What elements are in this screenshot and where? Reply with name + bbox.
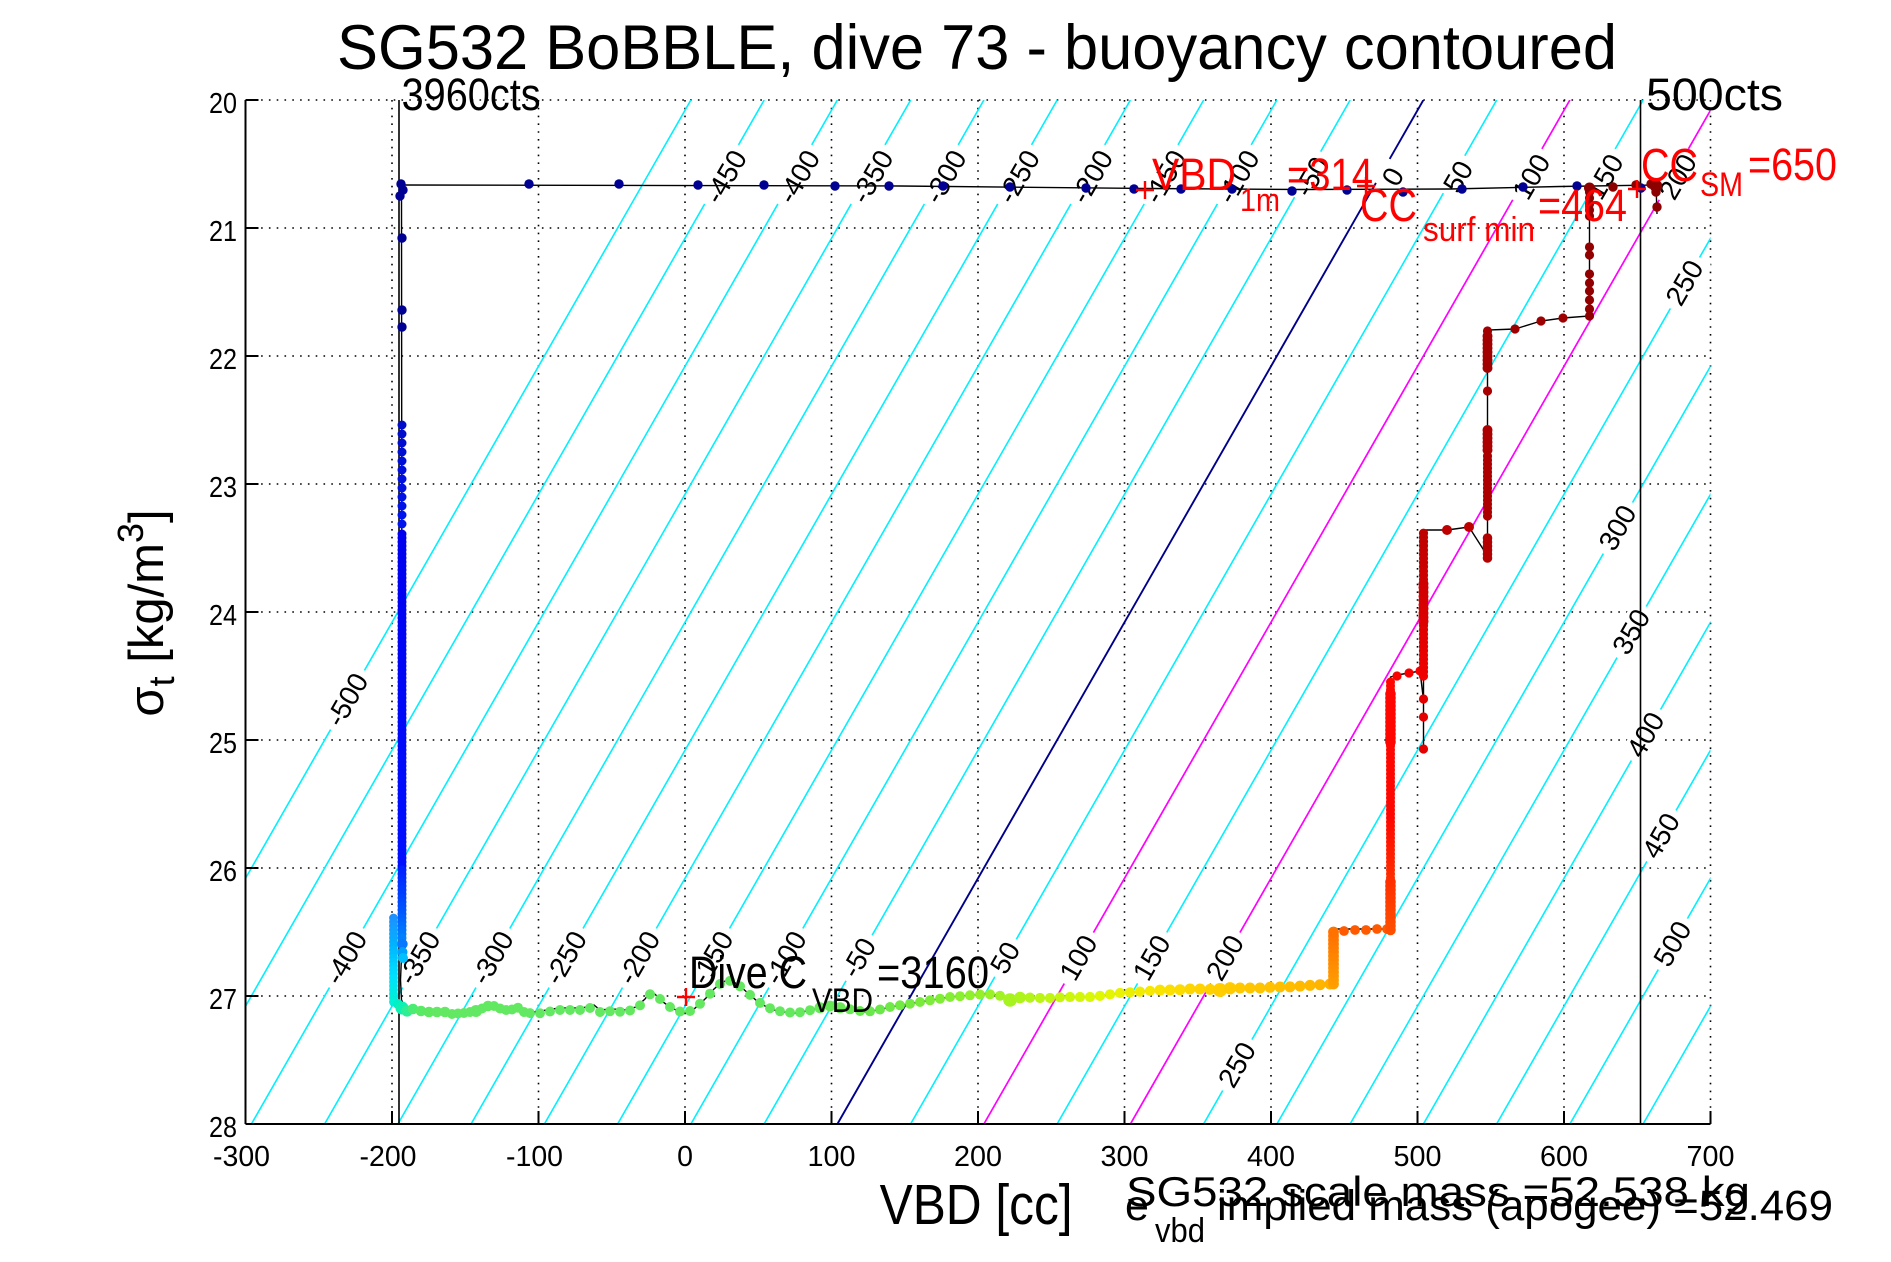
svg-text:surf min: surf min: [1423, 211, 1535, 249]
svg-text:SG532 BoBBLE, dive 73 - buoyan: SG532 BoBBLE, dive 73 - buoyancy contour…: [337, 13, 1617, 83]
svg-text:implied mass (apogee) =52.469: implied mass (apogee) =52.469: [1217, 1182, 1833, 1230]
svg-text:CC: CC: [1641, 139, 1698, 191]
svg-text:-100: -100: [506, 1141, 563, 1173]
svg-text:=650: =650: [1748, 139, 1837, 190]
svg-text:σt [kg/m3]: σt [kg/m3]: [110, 509, 182, 716]
svg-text:28: 28: [209, 1112, 237, 1144]
svg-text:CC: CC: [1360, 179, 1417, 231]
svg-text:Dive C: Dive C: [689, 947, 807, 998]
svg-text:VBD: VBD: [1152, 149, 1236, 200]
svg-text:22: 22: [209, 344, 237, 376]
svg-text:3960cts: 3960cts: [402, 69, 541, 120]
svg-text:=314: =314: [1287, 149, 1373, 200]
svg-text:700: 700: [1687, 1141, 1735, 1173]
svg-text:e: e: [1125, 1182, 1149, 1230]
svg-text:-300: -300: [213, 1141, 270, 1173]
svg-text:100: 100: [808, 1141, 856, 1173]
svg-text:400: 400: [1247, 1141, 1295, 1173]
svg-text:21: 21: [209, 216, 237, 248]
svg-text:200: 200: [954, 1141, 1002, 1173]
svg-text:SG532 scale mass =52.538 kg: SG532 scale mass =52.538 kg: [1126, 1168, 1750, 1215]
svg-text:SM: SM: [1700, 166, 1743, 204]
svg-text:VBD: VBD: [812, 982, 873, 1020]
svg-text:26: 26: [209, 856, 237, 888]
svg-text:500cts: 500cts: [1646, 69, 1783, 120]
svg-text:300: 300: [1101, 1141, 1149, 1173]
svg-text:=3160: =3160: [877, 947, 989, 998]
svg-text:27: 27: [209, 984, 237, 1016]
svg-text:600: 600: [1540, 1141, 1588, 1173]
svg-text:VBD [cc]: VBD [cc]: [880, 1173, 1073, 1237]
svg-text:-200: -200: [360, 1141, 417, 1173]
svg-text:0: 0: [677, 1141, 693, 1173]
svg-text:24: 24: [209, 600, 237, 632]
svg-text:23: 23: [209, 472, 237, 504]
svg-text:25: 25: [209, 728, 237, 760]
svg-text:vbd: vbd: [1155, 1212, 1205, 1250]
svg-text:1m: 1m: [1240, 182, 1280, 218]
svg-text:20: 20: [209, 88, 237, 120]
svg-text:500: 500: [1394, 1141, 1442, 1173]
svg-text:=464: =464: [1538, 180, 1627, 231]
